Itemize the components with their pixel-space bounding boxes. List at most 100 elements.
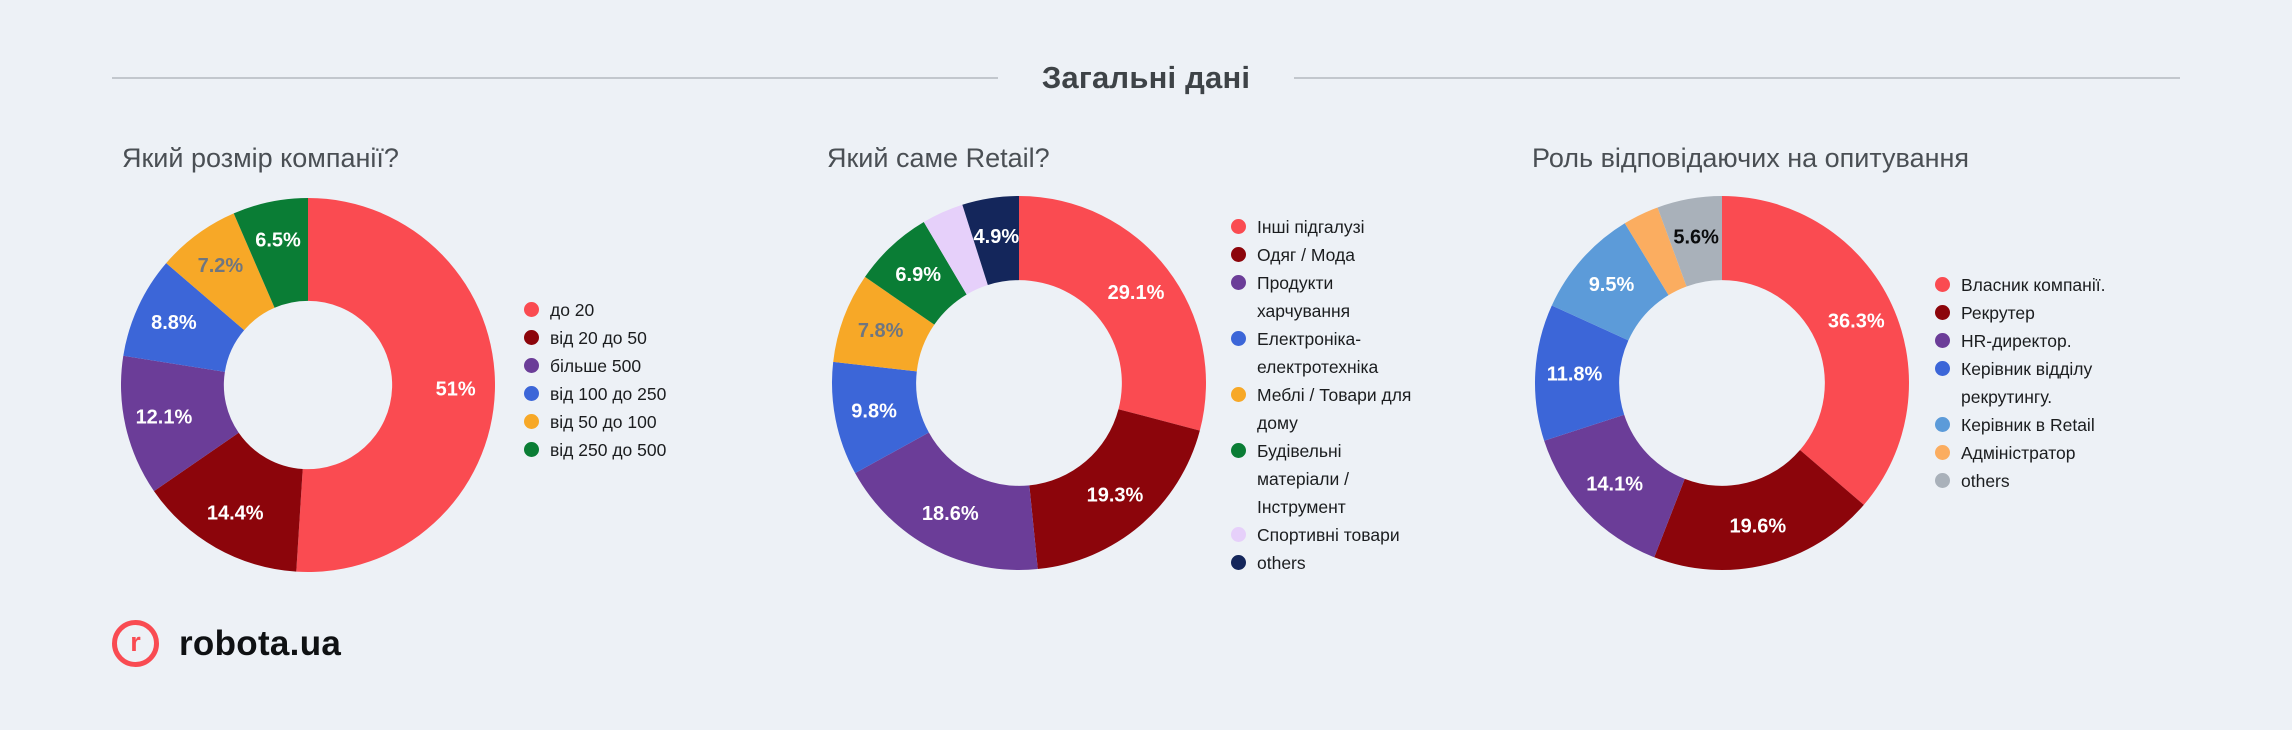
legend-item: від 250 до 500 bbox=[524, 436, 666, 464]
donut-slice bbox=[962, 196, 1019, 285]
slice-percentage-label: 29.1% bbox=[1108, 282, 1165, 304]
legend-label: Керівник в Retail bbox=[1961, 415, 2095, 435]
legend-label: Рекрутер bbox=[1961, 303, 2035, 323]
donut-slice bbox=[864, 222, 967, 325]
legend-item: Меблі / Товари для дому bbox=[1231, 381, 1481, 437]
legend-label: Меблі / Товари для дому bbox=[1257, 385, 1412, 433]
slice-percentage-label: 14.1% bbox=[1586, 473, 1643, 495]
legend-label: до 20 bbox=[550, 300, 595, 320]
legend-label: Адміністратор bbox=[1961, 443, 2076, 463]
legend-item: Керівник в Retail bbox=[1935, 411, 2205, 439]
legend-item: others bbox=[1231, 549, 1481, 577]
slice-percentage-label: 7.8% bbox=[858, 320, 904, 342]
legend-color-dot bbox=[524, 358, 539, 373]
legend-item: від 100 до 250 bbox=[524, 380, 666, 408]
legend-item: Керівник відділу рекрутингу. bbox=[1935, 355, 2205, 411]
legend-color-dot bbox=[524, 330, 539, 345]
legend-color-dot bbox=[1935, 417, 1950, 432]
slice-percentage-label: 9.5% bbox=[1589, 274, 1635, 296]
legend-item: Продукти харчування bbox=[1231, 269, 1481, 325]
legend-color-dot bbox=[1231, 219, 1246, 234]
donut-slice bbox=[1029, 409, 1200, 570]
donut-slice bbox=[1535, 305, 1629, 441]
legend-color-dot bbox=[1935, 277, 1950, 292]
logo-letter: r bbox=[130, 627, 141, 657]
donut-chart-retail-type: 29.1% 19.3% 18.6% 9.8% 7.8% 6.9% 4.9% bbox=[832, 196, 1206, 570]
legend-label: Будівельні матеріали / Інструмент bbox=[1257, 441, 1349, 517]
donut-slice bbox=[855, 432, 1038, 570]
donut-slice bbox=[1019, 196, 1206, 431]
chart-title-company-size: Який розмір компанії? bbox=[122, 143, 399, 173]
donut-slice bbox=[123, 263, 245, 372]
legend-color-dot bbox=[524, 414, 539, 429]
legend-item: від 50 до 100 bbox=[524, 408, 666, 436]
legend-respondent-role: Власник компанії. Рекрутер HR-директор. Кер… bbox=[1935, 271, 2205, 495]
logo-brand-text: robota.ua bbox=[179, 623, 342, 663]
slice-percentage-label: 14.4% bbox=[207, 503, 264, 525]
slice-percentage-label: 51% bbox=[436, 379, 476, 401]
slice-percentage-label: 8.8% bbox=[151, 312, 197, 334]
legend-color-dot bbox=[524, 442, 539, 457]
legend-item: HR-директор. bbox=[1935, 327, 2205, 355]
slice-percentage-label: 36.3% bbox=[1828, 310, 1885, 332]
legend-item: від 20 до 50 bbox=[524, 324, 666, 352]
legend-label: Спортивні товари bbox=[1257, 525, 1400, 545]
legend-color-dot bbox=[1935, 361, 1950, 376]
legend-label: Одяг / Мода bbox=[1257, 245, 1355, 265]
divider-line-left bbox=[112, 77, 998, 79]
donut-slice bbox=[1551, 223, 1669, 341]
donut-slice bbox=[1657, 196, 1722, 287]
legend-color-dot bbox=[1231, 387, 1246, 402]
legend-item: Спортивні товари bbox=[1231, 521, 1481, 549]
legend-color-dot bbox=[524, 386, 539, 401]
legend-item: до 20 bbox=[524, 296, 666, 324]
legend-color-dot bbox=[1231, 275, 1246, 290]
slice-percentage-label: 18.6% bbox=[922, 503, 979, 525]
legend-color-dot bbox=[1231, 443, 1246, 458]
legend-item: більше 500 bbox=[524, 352, 666, 380]
legend-item: Будівельні матеріали / Інструмент bbox=[1231, 437, 1481, 521]
donut-slice bbox=[166, 213, 275, 331]
legend-item: Електроніка- електротехніка bbox=[1231, 325, 1481, 381]
legend-label: Продукти харчування bbox=[1257, 273, 1351, 321]
donut-slice bbox=[1624, 207, 1687, 296]
legend-label: від 20 до 50 bbox=[550, 328, 647, 348]
header: Загальні дані bbox=[0, 60, 2292, 96]
legend-label: Інші підгалузі bbox=[1257, 217, 1365, 237]
legend-item: Адміністратор bbox=[1935, 439, 2205, 467]
legend-label: від 100 до 250 bbox=[550, 384, 667, 404]
donut-slice bbox=[153, 432, 303, 572]
legend-color-dot bbox=[1231, 331, 1246, 346]
legend-color-dot bbox=[1935, 445, 1950, 460]
legend-label: HR-директор. bbox=[1961, 331, 2072, 351]
chart-title-respondent-role: Роль відповідаючих на опитування bbox=[1532, 143, 1970, 173]
slice-percentage-label: 12.1% bbox=[136, 407, 193, 429]
legend-label: більше 500 bbox=[550, 356, 642, 376]
donut-slice bbox=[1722, 196, 1909, 505]
slice-percentage-label: 11.8% bbox=[1547, 364, 1603, 386]
donut-chart-company-size: 51% 14.4% 12.1% 8.8% 7.2% 6.5% bbox=[120, 198, 495, 572]
legend-label: від 250 до 500 bbox=[550, 440, 667, 460]
slice-percentage-label: 9.8% bbox=[851, 401, 897, 423]
donut-chart-respondent-role: 36.3% 19.6% 14.1% 11.8% 9.5% 5.6% bbox=[1535, 196, 1909, 570]
slice-percentage-label: 7.2% bbox=[198, 255, 244, 277]
chart-title-retail-type: Який саме Retail? bbox=[827, 143, 1050, 173]
donut-slice bbox=[233, 198, 308, 308]
legend-label: Електроніка- електротехніка bbox=[1257, 329, 1379, 377]
legend-color-dot bbox=[1935, 305, 1950, 320]
legend-label: Керівник відділу рекрутингу. bbox=[1961, 359, 2093, 407]
legend-label: від 50 до 100 bbox=[550, 412, 657, 432]
legend-item: Власник компанії. bbox=[1935, 271, 2205, 299]
logo-mark-icon: r bbox=[112, 620, 159, 667]
slice-percentage-label: 5.6% bbox=[1673, 227, 1719, 249]
legend-color-dot bbox=[1231, 527, 1246, 542]
legend-label: Власник компанії. bbox=[1961, 275, 2106, 295]
donut-slice bbox=[1654, 450, 1864, 570]
legend-item: Інші підгалузі bbox=[1231, 213, 1481, 241]
logo: r robota.ua bbox=[112, 620, 341, 667]
section-title: Загальні дані bbox=[1041, 60, 1251, 95]
legend-color-dot bbox=[524, 302, 539, 317]
legend-color-dot bbox=[1935, 473, 1950, 488]
slice-percentage-label: 19.6% bbox=[1729, 515, 1786, 537]
